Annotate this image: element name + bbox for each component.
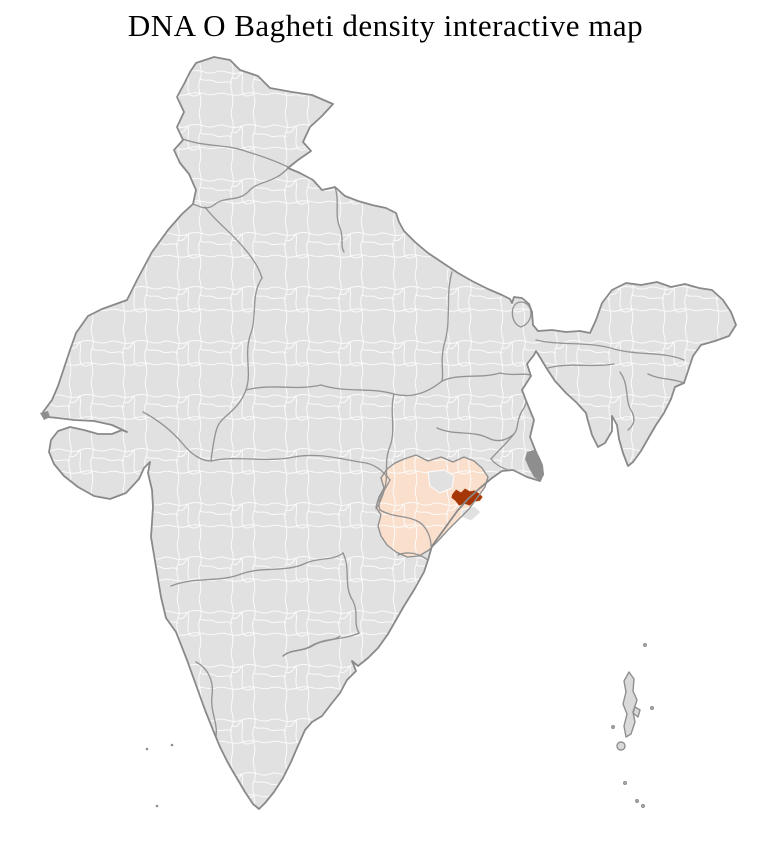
- unhighlighted-district-patch: [460, 505, 482, 522]
- island-speck: [650, 706, 655, 711]
- kutch-creek-patch: [40, 411, 50, 420]
- island-speck: [635, 799, 640, 804]
- andaman-islands: [611, 643, 655, 809]
- state-border-line: [204, 206, 263, 279]
- state-border-line: [192, 167, 289, 209]
- andaman-island-round: [616, 741, 626, 751]
- andaman-island-chain: [622, 671, 638, 738]
- india-map[interactable]: [40, 56, 737, 810]
- island-speck: [155, 804, 159, 808]
- page-title: DNA O Bagheti density interactive map: [127, 8, 644, 43]
- state-border-line: [441, 271, 453, 382]
- state-border-line: [282, 635, 341, 657]
- island-speck: [643, 643, 648, 648]
- state-border-line: [142, 411, 212, 462]
- state-border-line: [170, 552, 344, 587]
- state-border-line: [379, 509, 432, 547]
- state-border-line: [619, 371, 635, 431]
- island-speck: [641, 804, 646, 809]
- state-border-line: [511, 301, 532, 328]
- island-speck: [145, 747, 149, 751]
- island-speck: [611, 725, 616, 730]
- island-speck: [170, 743, 174, 747]
- state-border-line: [342, 552, 360, 634]
- state-border-line: [547, 363, 615, 369]
- state-border-line: [441, 372, 535, 382]
- state-border-line: [535, 339, 685, 361]
- sundarbans-delta: [525, 450, 544, 481]
- state-border-line: [490, 433, 515, 471]
- state-border-line: [436, 427, 515, 442]
- highlighted-state-border: [375, 454, 489, 558]
- state-border-line: [245, 380, 443, 397]
- state-border-line: [378, 479, 391, 511]
- state-border-line: [647, 373, 685, 384]
- state-border-line: [210, 454, 391, 481]
- island-speck: [623, 781, 628, 786]
- unhighlighted-district-patch: [427, 469, 455, 494]
- andaman-island-small: [632, 706, 641, 718]
- state-border-line: [175, 135, 291, 169]
- state-border-line: [334, 186, 345, 253]
- lakshadweep-islands: [145, 743, 174, 808]
